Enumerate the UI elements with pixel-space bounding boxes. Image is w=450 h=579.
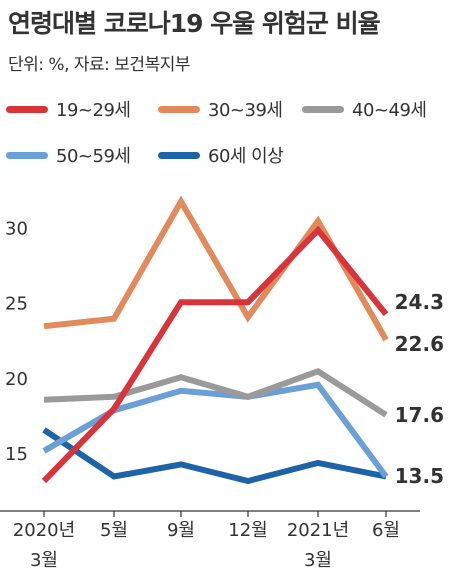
legend-swatch <box>6 105 48 113</box>
legend-swatch <box>302 105 344 113</box>
legend-label: 30~39세 <box>208 100 283 121</box>
x-tick-label-line: 3월 <box>30 550 58 571</box>
y-tick-label: 25 <box>5 294 28 315</box>
x-tick-label: 2020년 3월 <box>13 520 75 571</box>
x-tick-label-line: 12월 <box>228 520 267 541</box>
line-chart: 15 20 25 30 2020년 3월 5월 9월 12월 2021년 3월 6월 24.3 22.6… <box>0 195 444 571</box>
legend-label: 40~49세 <box>352 100 427 121</box>
legend-item: 60세 이상 <box>158 142 284 168</box>
end-value-label: 22.6 <box>395 332 444 356</box>
legend-item: 40~49세 <box>302 96 427 122</box>
chart-subtitle: 단위: %, 자료: 보건복지부 <box>8 55 190 75</box>
x-tick-label: 9월 <box>167 520 195 541</box>
series-layer <box>41 195 389 485</box>
x-tick-label-line: 3월 <box>304 550 332 571</box>
end-value-label: 17.6 <box>395 403 444 427</box>
x-tick-label: 12월 <box>228 520 267 541</box>
series-line <box>42 427 387 485</box>
x-tick-label-line: 9월 <box>167 520 195 541</box>
legend-item: 30~39세 <box>158 96 283 122</box>
x-tick-label: 5월 <box>100 520 128 541</box>
legend-label: 50~59세 <box>56 146 131 167</box>
series-line <box>41 225 389 484</box>
x-tick-label-line: 5월 <box>100 520 128 541</box>
x-tick-label-line: 6월 <box>372 520 400 541</box>
legend-swatch <box>158 105 200 113</box>
legend-label: 60세 이상 <box>208 146 284 167</box>
x-tick-label: 2021년 3월 <box>287 520 349 571</box>
y-tick-label: 30 <box>5 219 28 240</box>
label-layer: 24.3 22.6 17.6 13.5 <box>395 290 444 488</box>
legend-item: 50~59세 <box>6 142 131 168</box>
series-line <box>43 367 388 418</box>
legend-label: 19~29세 <box>56 100 131 121</box>
legend-item: 19~29세 <box>6 96 131 122</box>
y-tick-label: 15 <box>5 444 28 465</box>
end-value-label: 24.3 <box>395 290 444 314</box>
legend-swatch <box>158 151 200 159</box>
x-tick-label: 6월 <box>372 520 400 541</box>
y-tick-label: 20 <box>5 369 28 390</box>
legend-swatch <box>6 151 48 159</box>
chart-title: 연령대별 코로나19 우울 위험군 비율 <box>8 9 381 38</box>
end-value-label: 13.5 <box>395 464 444 488</box>
chart-legend: 19~29세 30~39세 40~49세 50~59세 60세 이상 <box>6 96 446 180</box>
x-tick-label-line: 2021년 <box>287 520 349 541</box>
series-line <box>43 195 389 342</box>
axis-layer: 15 20 25 30 2020년 3월 5월 9월 12월 2021년 3월 6월 <box>0 219 420 571</box>
x-tick-label-line: 2020년 <box>13 520 75 541</box>
